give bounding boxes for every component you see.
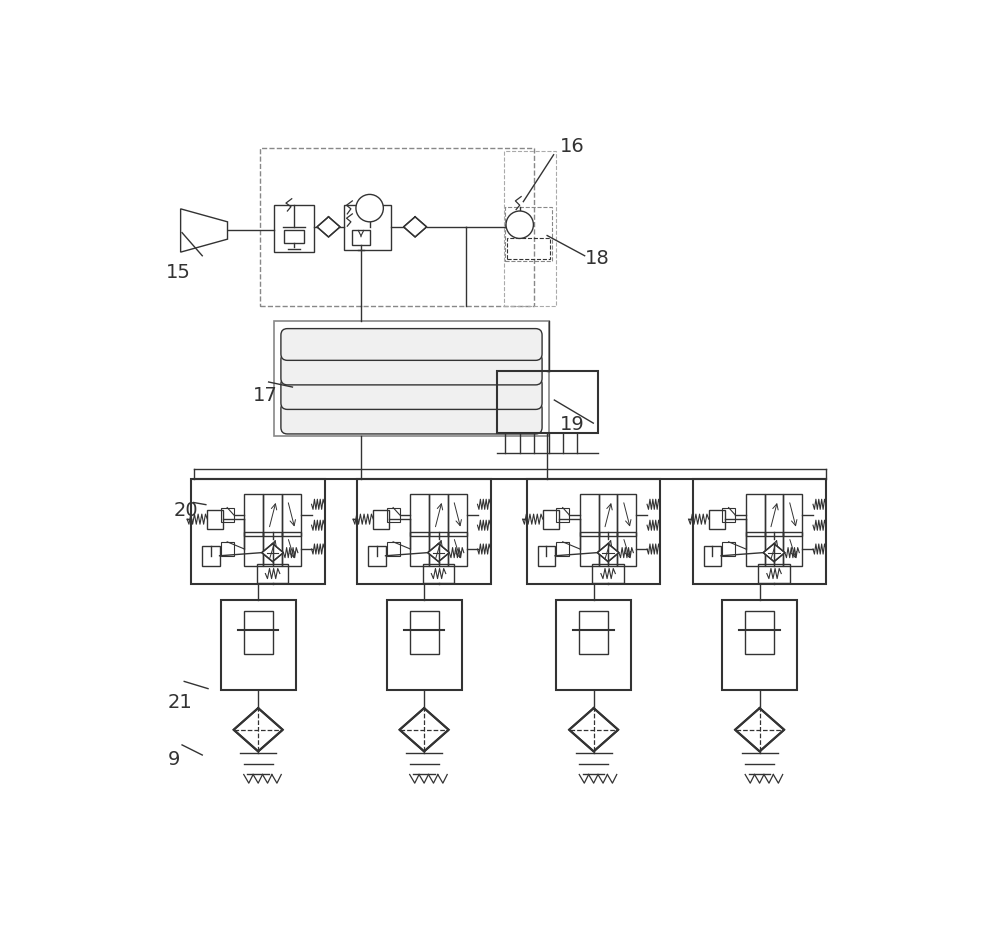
Polygon shape: [234, 709, 283, 752]
Circle shape: [356, 196, 383, 223]
Polygon shape: [597, 544, 619, 562]
Text: 9: 9: [168, 750, 180, 768]
Polygon shape: [400, 709, 449, 752]
Polygon shape: [763, 544, 785, 562]
Text: 15: 15: [166, 263, 191, 282]
Text: 20: 20: [173, 501, 198, 519]
FancyBboxPatch shape: [281, 378, 542, 410]
FancyBboxPatch shape: [281, 354, 542, 386]
FancyBboxPatch shape: [281, 402, 542, 434]
Polygon shape: [262, 544, 283, 562]
Text: 19: 19: [559, 415, 584, 433]
Circle shape: [506, 212, 533, 240]
Text: 16: 16: [559, 137, 584, 156]
Polygon shape: [181, 210, 228, 253]
Polygon shape: [428, 544, 449, 562]
FancyBboxPatch shape: [281, 329, 542, 361]
Text: 17: 17: [253, 386, 278, 404]
Text: 21: 21: [168, 692, 192, 711]
Polygon shape: [404, 217, 427, 238]
Text: 18: 18: [585, 249, 609, 268]
Polygon shape: [735, 709, 784, 752]
Polygon shape: [569, 709, 618, 752]
Polygon shape: [317, 217, 340, 238]
